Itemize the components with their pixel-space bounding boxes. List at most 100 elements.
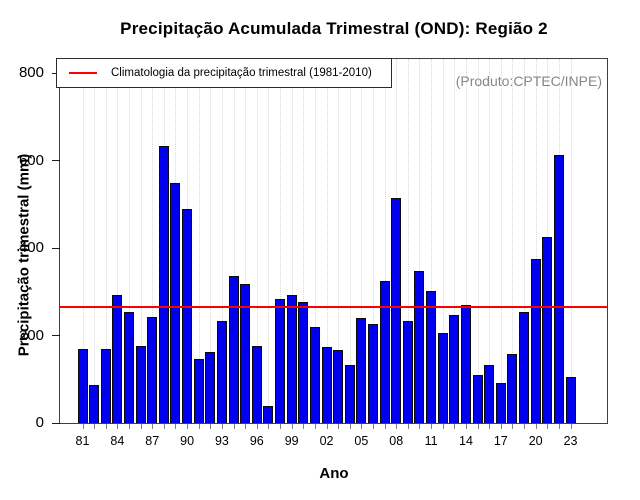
product-annotation: (Produto:CPTEC/INPE) <box>455 73 602 89</box>
x-tick-label: 11 <box>424 434 438 448</box>
gridline <box>489 59 491 423</box>
bar-2004 <box>344 365 355 423</box>
bar-2015 <box>472 375 483 423</box>
bar-1981 <box>77 349 88 423</box>
x-tick <box>361 424 363 429</box>
gridline <box>117 59 119 423</box>
gridline <box>140 59 142 423</box>
bar-2017 <box>495 383 506 423</box>
x-tick-label: 05 <box>354 434 369 448</box>
bar-2006 <box>368 324 378 423</box>
x-tick <box>303 424 305 429</box>
y-tick-label: 400 <box>18 239 44 256</box>
x-tick <box>291 424 293 429</box>
gridline <box>431 59 433 423</box>
gridline <box>477 59 479 423</box>
x-tick <box>233 424 235 429</box>
bar-2010 <box>414 271 425 423</box>
gridline <box>291 59 293 423</box>
x-tick <box>280 424 282 429</box>
y-tick-label: 800 <box>18 64 44 81</box>
gridline <box>105 59 107 423</box>
bar-2001 <box>309 327 320 423</box>
gridline <box>314 59 316 423</box>
x-tick-label: 96 <box>249 434 264 448</box>
x-tick <box>326 424 328 429</box>
x-tick <box>570 424 572 429</box>
x-tick <box>105 424 107 429</box>
gridline <box>245 59 247 423</box>
x-tick <box>82 424 84 429</box>
x-tick <box>407 424 409 429</box>
x-tick-label: 99 <box>284 434 299 448</box>
y-tick-label: 200 <box>18 326 44 344</box>
bar-2009 <box>402 321 413 423</box>
x-tick <box>384 424 386 429</box>
gridline <box>500 59 502 423</box>
bar-1994 <box>228 276 239 423</box>
x-tick <box>245 424 247 429</box>
bar-1992 <box>205 352 216 423</box>
x-tick <box>268 424 270 429</box>
x-tick <box>349 424 351 429</box>
gridline <box>198 59 200 423</box>
gridline <box>349 59 351 423</box>
bar-2013 <box>449 315 460 423</box>
gridline <box>280 59 282 423</box>
gridline <box>419 59 421 423</box>
x-tick-label: 17 <box>493 434 508 448</box>
y-tick <box>52 422 60 424</box>
bar-2000 <box>298 302 309 423</box>
gridline <box>570 59 572 423</box>
gridline <box>128 59 130 423</box>
x-tick <box>94 424 96 429</box>
plot-area: (Produto:CPTEC/INPE) Climatologia da pre… <box>19 58 608 448</box>
bar-1995 <box>240 284 251 423</box>
x-tick <box>489 424 491 429</box>
bar-2003 <box>333 350 344 423</box>
gridline <box>303 59 305 423</box>
x-tick <box>535 424 537 429</box>
gridline <box>94 59 96 423</box>
x-tick <box>152 424 154 429</box>
bar-2019 <box>519 312 530 423</box>
x-tick-label: 02 <box>319 434 334 448</box>
bar-1989 <box>170 183 181 423</box>
climatology-line <box>60 306 607 308</box>
x-tick <box>373 424 374 429</box>
bar-2022 <box>553 155 564 423</box>
x-tick <box>500 424 502 429</box>
x-tick-label: 20 <box>528 434 543 448</box>
x-tick <box>175 424 177 429</box>
gridline <box>233 59 235 423</box>
gridline <box>535 59 537 423</box>
x-tick <box>465 424 467 429</box>
bar-1991 <box>193 359 204 423</box>
x-tick <box>419 424 421 429</box>
bar-2018 <box>507 354 518 423</box>
bar-2020 <box>530 259 541 423</box>
climatology-line-sample <box>69 72 97 74</box>
bar-1997 <box>263 406 274 423</box>
x-tick <box>512 424 514 429</box>
bar-1985 <box>123 312 134 423</box>
bar-1986 <box>135 346 146 423</box>
x-tick-label: 87 <box>145 434 160 448</box>
gridline <box>326 59 328 423</box>
x-tick <box>524 424 526 429</box>
bar-2016 <box>484 365 495 423</box>
gridline <box>338 59 340 423</box>
x-tick <box>210 424 212 429</box>
gridline <box>152 59 154 423</box>
bar-1990 <box>182 209 193 423</box>
x-tick <box>187 424 189 429</box>
x-tick-label: 23 <box>563 434 578 448</box>
gridline <box>454 59 456 423</box>
gridline <box>82 59 84 423</box>
gridline <box>512 59 514 423</box>
bar-1987 <box>147 317 158 423</box>
bar-2012 <box>437 333 448 423</box>
x-tick <box>163 424 165 429</box>
y-tick-label: 0 <box>35 414 44 431</box>
bar-2005 <box>356 318 367 423</box>
